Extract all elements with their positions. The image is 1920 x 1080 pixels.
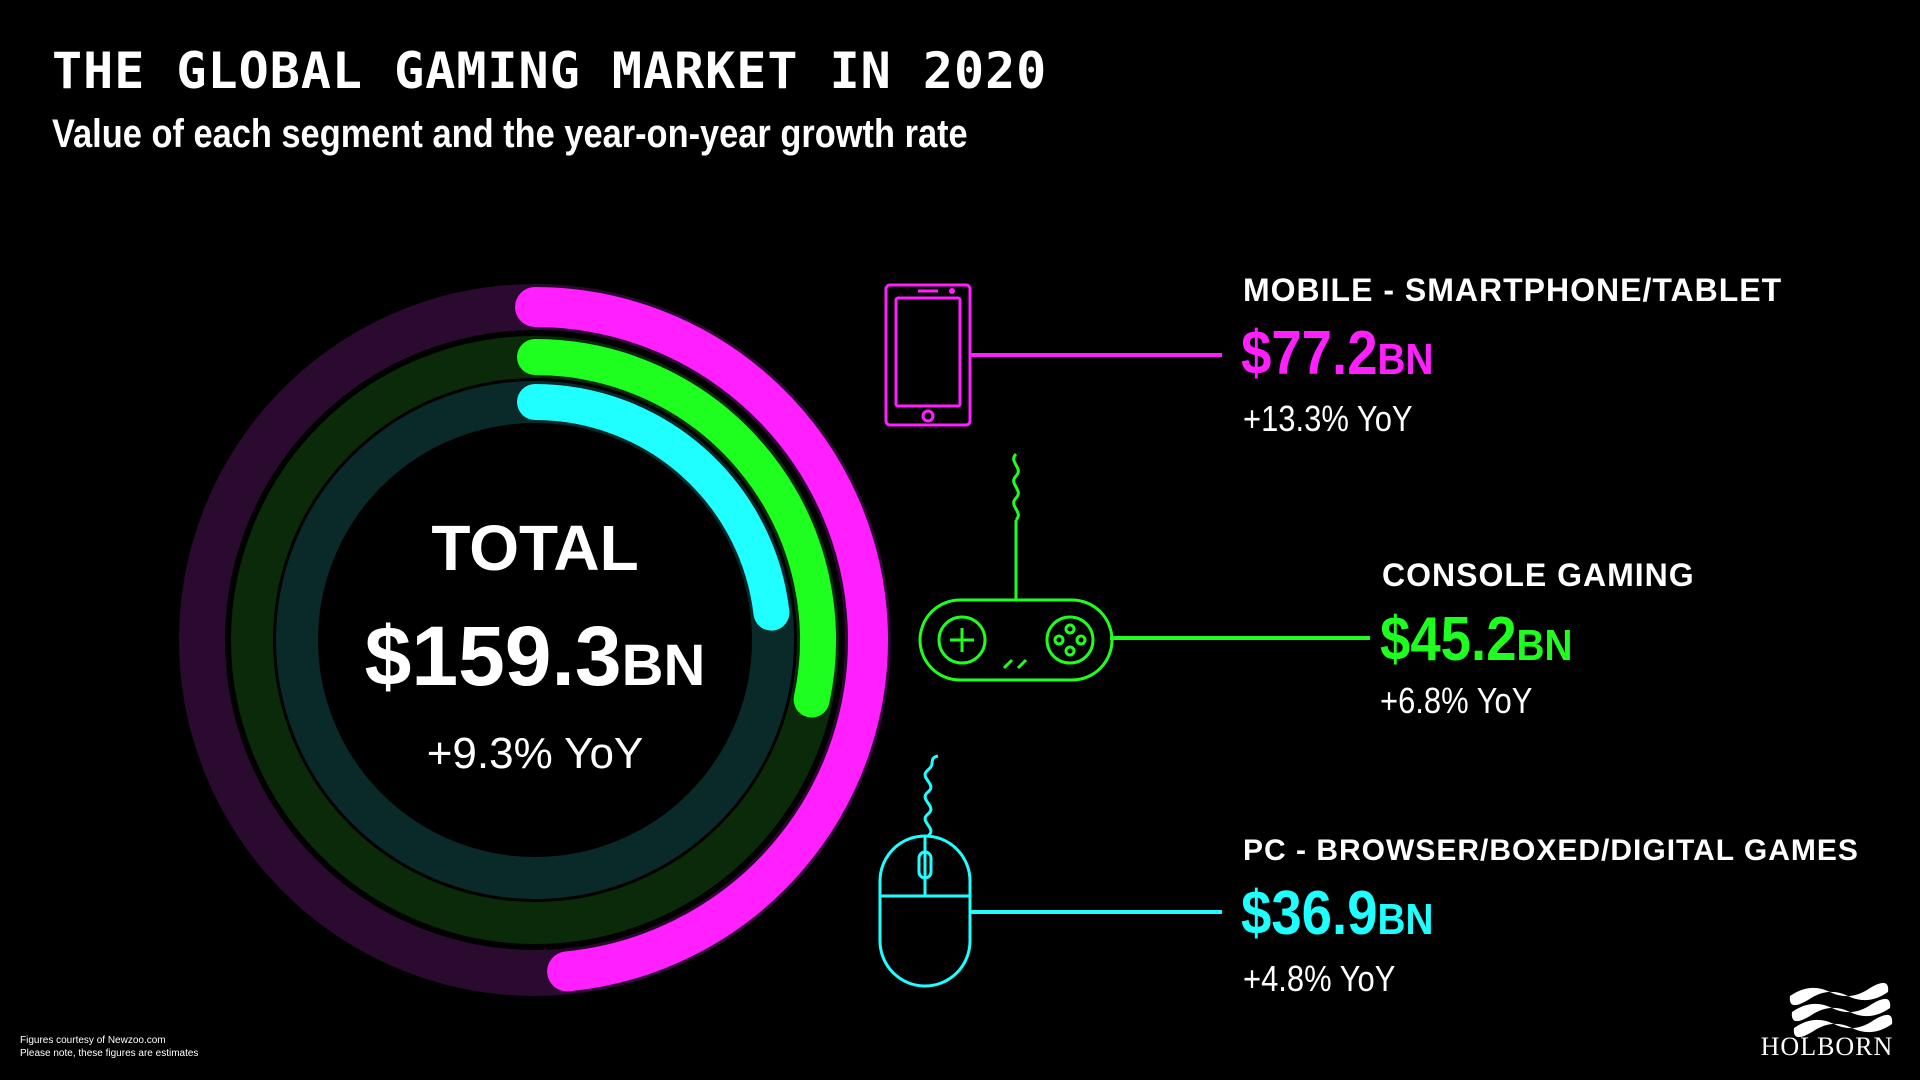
segment-unit-mobile: BN bbox=[1377, 335, 1434, 384]
footnote-line1: Figures courtesy of Newzoo.com bbox=[20, 1035, 166, 1046]
total-label: TOTAL bbox=[431, 512, 638, 584]
segment-value-mobile: $77.2BN bbox=[1241, 319, 1434, 388]
segment-value-console: $45.2BN bbox=[1380, 605, 1573, 674]
brand: HOLBORN bbox=[1752, 1032, 1902, 1062]
smartphone-icon bbox=[884, 283, 972, 427]
segment-value-pc: $36.9BN bbox=[1241, 879, 1434, 948]
segment-label-pc: PC - BROWSER/BOXED/DIGITAL GAMES bbox=[1243, 834, 1859, 867]
total-value: $159.3BN bbox=[365, 609, 706, 703]
total-growth: +9.3% YoY bbox=[427, 729, 644, 778]
segment-growth-pc: +4.8% YoY bbox=[1243, 958, 1396, 999]
segment-unit-console: BN bbox=[1516, 621, 1573, 670]
ring-arc-console bbox=[517, 339, 836, 718]
brand-name: HOLBORN bbox=[1760, 1032, 1894, 1061]
segment-label-mobile: MOBILE - SMARTPHONE/TABLET bbox=[1243, 272, 1783, 308]
page-title: The Global Gaming Market in 2020 bbox=[52, 42, 1048, 100]
waves-logo-icon bbox=[1789, 982, 1893, 1038]
segment-growth-console: +6.8% YoY bbox=[1380, 680, 1533, 721]
page-subtitle: Value of each segment and the year-on-ye… bbox=[52, 112, 968, 156]
gamepad-icon bbox=[918, 452, 1114, 682]
footnote: Figures courtesy of Newzoo.com Please no… bbox=[20, 1034, 198, 1060]
segment-label-console: CONSOLE GAMING bbox=[1382, 557, 1695, 593]
footnote-line2: Please note, these figures are estimates bbox=[20, 1048, 199, 1059]
ring-arc-mobile bbox=[515, 287, 888, 992]
segment-growth-mobile: +13.3% YoY bbox=[1243, 398, 1413, 439]
chart-center bbox=[317, 422, 753, 858]
total-unit: BN bbox=[622, 633, 706, 698]
mouse-icon bbox=[878, 754, 972, 988]
segment-unit-pc: BN bbox=[1377, 895, 1434, 944]
ring-arc-pc bbox=[517, 384, 790, 631]
